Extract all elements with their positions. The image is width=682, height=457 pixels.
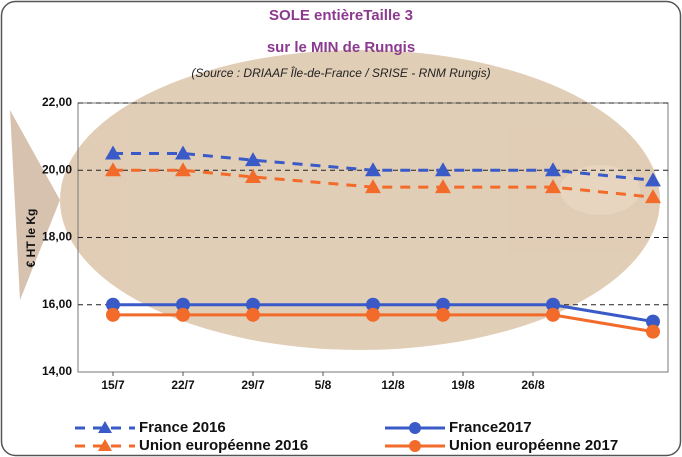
chart-title: SOLE entièreTaille 3 xyxy=(269,7,413,24)
chart: SOLE entièreTaille 3 sur le MIN de Rungi… xyxy=(0,0,682,457)
y-tick-label: 18,00 xyxy=(42,230,72,244)
legend-label: France 2016 xyxy=(139,419,226,436)
y-tick-label: 16,00 xyxy=(42,297,72,311)
chart-source: (Source : DRIAAF Île-de-France / SRISE -… xyxy=(191,65,490,80)
legend-marker xyxy=(409,422,421,434)
circle-marker xyxy=(546,308,560,322)
circle-marker xyxy=(436,308,450,322)
legend-marker xyxy=(409,440,421,452)
x-tick-label: 19/8 xyxy=(451,378,475,392)
x-tick-label: 29/7 xyxy=(241,378,265,392)
y-axis-label: € HT le Kg xyxy=(24,209,38,268)
x-tick-label: 26/8 xyxy=(521,378,545,392)
circle-marker xyxy=(246,308,260,322)
x-tick-label: 22/7 xyxy=(171,378,195,392)
circle-marker xyxy=(106,308,120,322)
y-tick-label: 14,00 xyxy=(42,364,72,378)
y-tick-label: 22,00 xyxy=(42,95,72,109)
legend-label: France2017 xyxy=(449,419,532,436)
circle-marker xyxy=(646,325,660,339)
chart-subtitle: sur le MIN de Rungis xyxy=(267,39,415,56)
x-tick-label: 12/8 xyxy=(381,378,405,392)
legend-label: Union européenne 2016 xyxy=(139,437,308,454)
circle-marker xyxy=(366,308,380,322)
y-tick-label: 20,00 xyxy=(42,162,72,176)
x-tick-label: 15/7 xyxy=(101,378,125,392)
circle-marker xyxy=(176,308,190,322)
x-tick-label: 5/8 xyxy=(315,378,332,392)
legend-label: Union européenne 2017 xyxy=(449,437,618,454)
